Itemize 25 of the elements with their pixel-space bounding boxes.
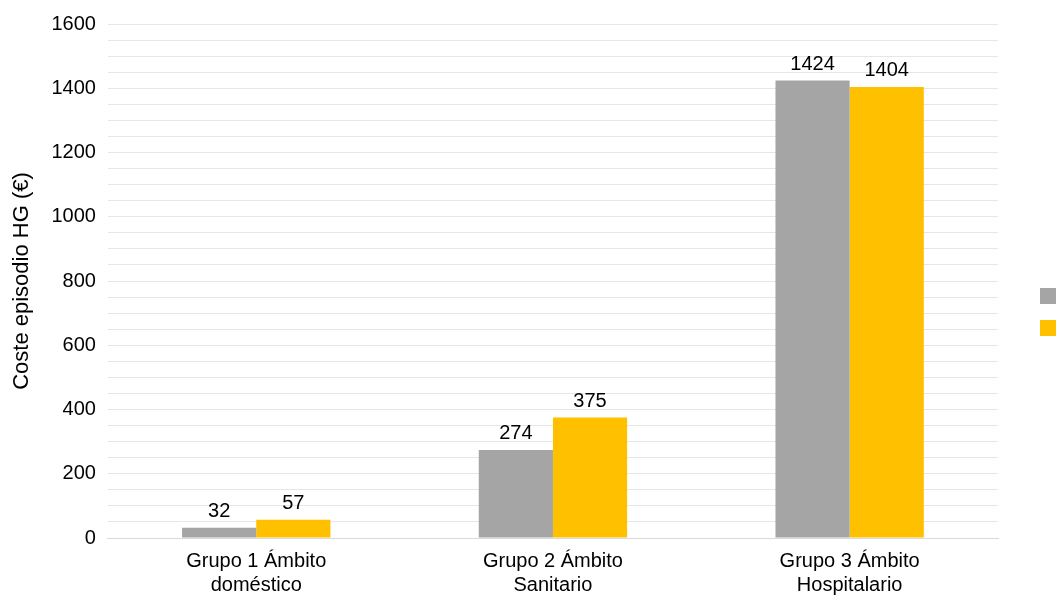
y-tick-label: 0 bbox=[84, 525, 96, 548]
y-tick-label: 1400 bbox=[51, 75, 96, 98]
y-tick-label: 800 bbox=[62, 268, 96, 291]
y-tick-label: 400 bbox=[62, 397, 96, 420]
bar bbox=[256, 519, 331, 538]
data-label: 274 bbox=[499, 421, 533, 444]
y-axis-title: Coste episodio HG (€) bbox=[8, 172, 34, 390]
bar bbox=[552, 417, 628, 538]
bar bbox=[775, 80, 850, 538]
data-label: 1424 bbox=[790, 52, 835, 75]
y-tick-label: 200 bbox=[62, 461, 96, 484]
x-tick-label: Grupo 2 Ámbito Sanitario bbox=[482, 548, 623, 595]
y-tick-label: 1200 bbox=[51, 140, 96, 163]
data-label: 32 bbox=[208, 499, 231, 522]
data-label: 57 bbox=[282, 491, 305, 514]
bar bbox=[182, 527, 257, 538]
data-label: 375 bbox=[573, 389, 607, 412]
x-tick-label: Grupo 3 Ámbito Hospitalario bbox=[779, 548, 920, 595]
y-tick-label: 1600 bbox=[51, 11, 96, 34]
y-tick-label: 600 bbox=[62, 332, 96, 355]
data-label: 1404 bbox=[864, 58, 909, 81]
bar bbox=[849, 86, 924, 538]
y-tick-label: 1000 bbox=[51, 204, 96, 227]
x-tick-label: Grupo 1 Ámbito doméstico bbox=[186, 548, 327, 595]
bar bbox=[478, 449, 553, 538]
